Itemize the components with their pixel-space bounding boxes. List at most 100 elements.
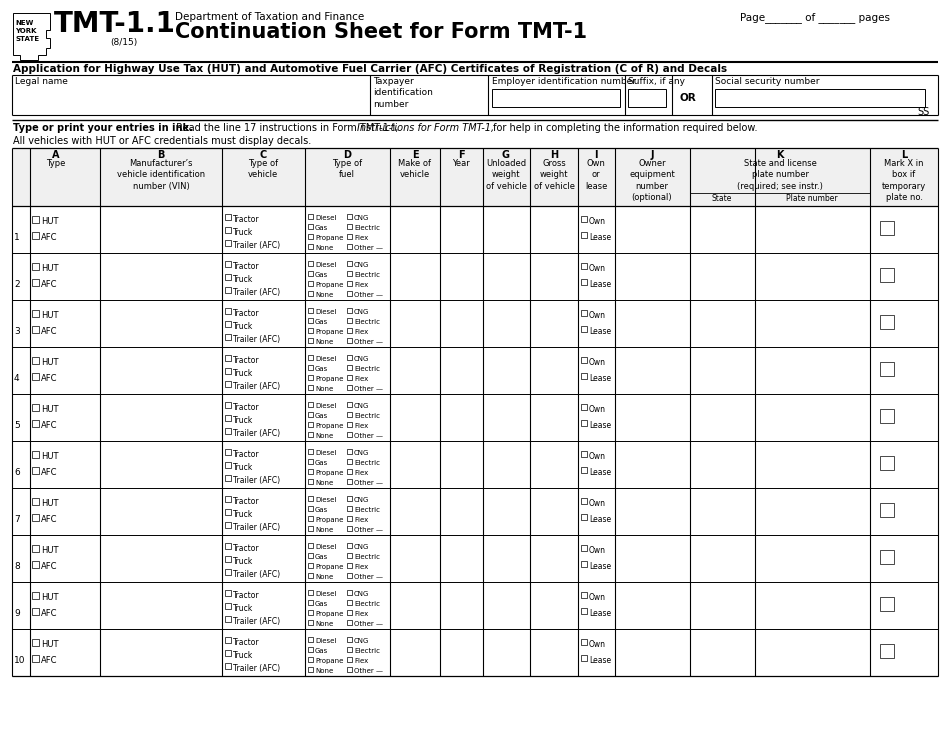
Text: Flex: Flex [354,611,369,617]
Bar [225,321,231,327]
Text: Tractor: Tractor [233,497,259,506]
Bar [308,412,313,417]
Text: Other —: Other — [354,480,383,486]
Text: Other —: Other — [354,668,383,674]
Bar [32,545,39,552]
Bar [32,592,39,599]
Text: Truck: Truck [233,275,254,284]
Bar [225,287,231,293]
Bar [225,509,231,515]
Text: C: C [259,150,267,160]
Text: Propane: Propane [315,376,343,382]
Bar [581,639,587,645]
Bar [12,148,938,206]
Text: Diesel: Diesel [315,215,336,221]
Bar [347,402,352,407]
Text: HUT: HUT [41,405,59,414]
Text: AFC: AFC [41,468,58,477]
Bar [32,326,39,333]
Text: Trailer (AFC): Trailer (AFC) [233,617,280,626]
Bar [308,496,313,501]
Text: CNG: CNG [354,309,370,315]
Bar [308,261,313,266]
Bar [715,89,925,107]
Text: HUT: HUT [41,452,59,461]
Text: 4: 4 [14,374,20,383]
Text: Other —: Other — [354,386,383,392]
Bar [308,543,313,548]
Bar [308,224,313,229]
Text: 1: 1 [14,233,20,242]
Bar [225,381,231,387]
Bar [225,240,231,246]
Text: HUT: HUT [41,311,59,320]
Text: Propane: Propane [315,611,343,617]
Text: Other —: Other — [354,574,383,580]
Text: AFC: AFC [41,609,58,618]
Text: Own: Own [589,264,606,273]
Bar [347,422,352,427]
Bar [308,318,313,323]
Text: Mark X in
box if
temporary
plate no.: Mark X in box if temporary plate no. [882,159,926,202]
Text: None: None [315,668,333,674]
Text: AFC: AFC [41,515,58,524]
Bar [880,644,894,658]
Bar [308,563,313,568]
Bar [347,479,352,484]
Bar [347,365,352,370]
Text: State: State [712,194,732,203]
Text: Trailer (AFC): Trailer (AFC) [233,429,280,438]
Text: 9: 9 [14,609,20,618]
Bar [308,432,313,437]
Bar [225,274,231,280]
Text: HUT: HUT [41,593,59,602]
Text: Flex: Flex [354,470,369,476]
Text: Diesel: Diesel [315,497,336,503]
Text: Own: Own [589,217,606,226]
Text: Own: Own [589,546,606,555]
Text: HUT: HUT [41,546,59,555]
Bar [308,328,313,333]
Text: Own: Own [589,311,606,320]
Text: None: None [315,621,333,627]
Bar [347,338,352,343]
Text: (8/15): (8/15) [110,38,137,47]
Text: Propane: Propane [315,470,343,476]
Bar [880,221,894,235]
Text: Lease: Lease [589,280,611,289]
Bar [581,310,587,316]
Text: Truck: Truck [233,369,254,378]
Bar [225,368,231,374]
Text: Gas: Gas [315,272,329,278]
Bar [347,412,352,417]
Text: Diesel: Diesel [315,591,336,597]
Text: Gas: Gas [315,507,329,513]
Bar [347,516,352,521]
Bar [347,469,352,474]
Text: Flex: Flex [354,564,369,570]
Text: Truck: Truck [233,651,254,660]
Bar [32,467,39,474]
Text: Tractor: Tractor [233,309,259,318]
Text: Flex: Flex [354,423,369,429]
Text: None: None [315,480,333,486]
Bar [308,637,313,642]
Text: Flex: Flex [354,282,369,288]
Bar [581,357,587,363]
Text: Gross
weight
of vehicle: Gross weight of vehicle [534,159,575,191]
Bar [32,420,39,427]
Bar [347,657,352,662]
Text: CNG: CNG [354,497,370,503]
Text: OR: OR [680,93,696,103]
Text: Trailer (AFC): Trailer (AFC) [233,664,280,673]
Text: Social security number: Social security number [715,77,820,86]
Text: YORK: YORK [15,28,36,34]
Text: None: None [315,527,333,533]
Text: Diesel: Diesel [315,638,336,644]
Text: Propane: Propane [315,658,343,664]
Text: Page_______ of _______ pages: Page_______ of _______ pages [740,12,890,23]
Bar [225,428,231,434]
Text: Lease: Lease [589,421,611,430]
Text: CNG: CNG [354,638,370,644]
Text: Type of
fuel: Type of fuel [332,159,362,179]
